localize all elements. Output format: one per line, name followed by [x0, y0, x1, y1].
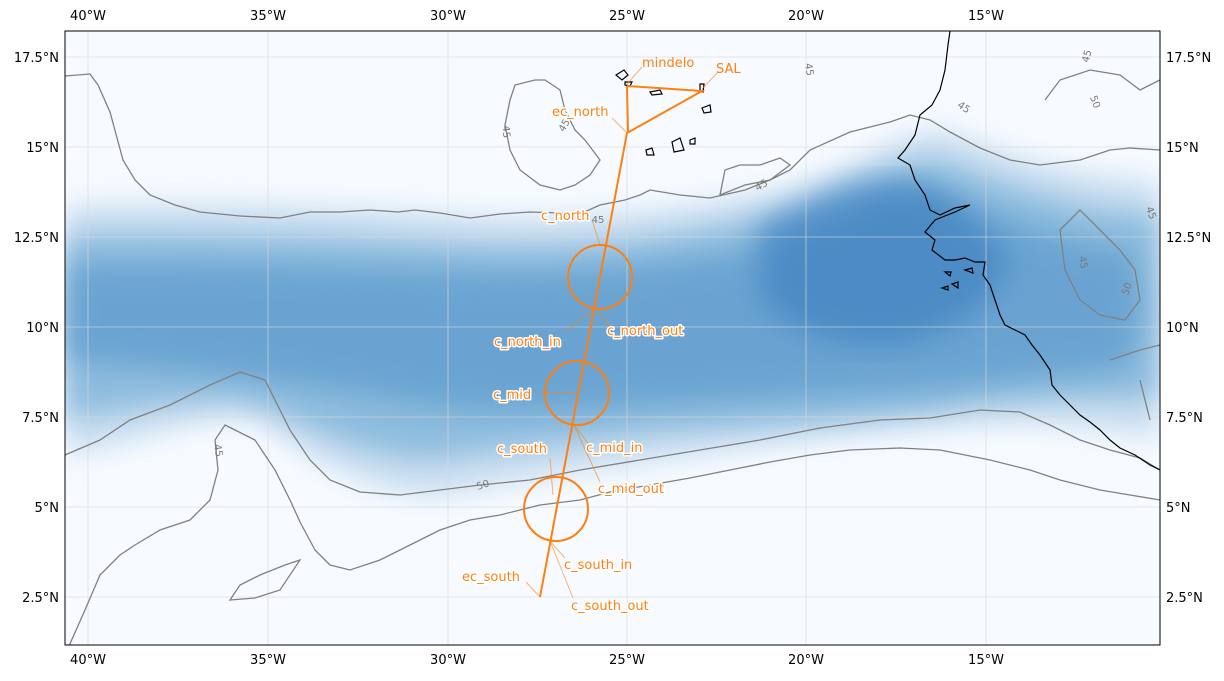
- gridlines: [65, 31, 1160, 645]
- contour-label: 50: [1087, 94, 1102, 110]
- contour-45-upper: [504, 79, 601, 191]
- contour-label: 45: [802, 62, 815, 76]
- contour-45-east-lower: [1109, 344, 1160, 421]
- moisture-field: [65, 130, 1160, 497]
- contour-50-south: [65, 371, 1160, 496]
- island-sao-nicolau: [649, 89, 663, 96]
- contour-label: 45: [1143, 205, 1158, 221]
- label-c-north-in: c_north_in: [494, 335, 561, 350]
- bottom-tick-label: 40°W: [70, 653, 106, 668]
- top-tick-label: 35°W: [250, 9, 286, 24]
- left-tick-label: 7.5°N: [22, 411, 59, 426]
- island-santiago: [671, 137, 685, 153]
- right-tick-label: 12.5°N: [1166, 231, 1211, 246]
- left-tick-label: 17.5°N: [14, 51, 59, 66]
- label-mindelo: mindelo: [642, 56, 694, 71]
- coastline: [614, 31, 1160, 471]
- contour-label: 45: [499, 125, 511, 139]
- bottom-tick-label: 35°W: [250, 653, 286, 668]
- africa-coast: [897, 31, 1160, 471]
- right-tick-label: 2.5°N: [1166, 591, 1203, 606]
- right-tick-label: 17.5°N: [1166, 51, 1211, 66]
- track-segment-mindelo: [626, 85, 629, 134]
- top-tick-label: 25°W: [609, 9, 645, 24]
- left-tick-label: 2.5°N: [22, 591, 59, 606]
- right-tick-label: 10°N: [1166, 321, 1199, 336]
- circle-south: [523, 476, 589, 542]
- island-boa-vista: [701, 104, 712, 114]
- contour-label: 50: [475, 478, 491, 492]
- contour-label: 45: [211, 443, 224, 457]
- top-tick-label: 20°W: [788, 9, 824, 24]
- left-tick-label: 5°N: [35, 501, 60, 516]
- right-tick-label: 7.5°N: [1166, 411, 1203, 426]
- bottom-axis: 40°W 35°W 30°W 25°W 20°W 15°W: [70, 653, 1004, 668]
- label-c-north: c_north: [541, 209, 590, 224]
- island-santo-antao: [614, 69, 629, 81]
- label-ec-south: ec_south: [462, 570, 520, 585]
- top-tick-label: 40°W: [70, 9, 106, 24]
- label-c-mid: c_mid: [493, 388, 531, 403]
- island-maio: [689, 137, 696, 145]
- label-c-mid-out: c_mid_out: [598, 482, 664, 497]
- contour-45-southwest: [228, 558, 302, 601]
- island-sal: [699, 83, 705, 94]
- contour-lines: [65, 69, 1160, 645]
- top-tick-label: 15°W: [968, 9, 1004, 24]
- right-tick-label: 5°N: [1166, 501, 1191, 516]
- left-axis: 2.5°N 5°N 7.5°N 10°N 12.5°N 15°N 17.5°N: [14, 51, 59, 606]
- bottom-tick-label: 30°W: [430, 653, 466, 668]
- label-c-north-out: c_north_out: [607, 324, 683, 339]
- bottom-tick-label: 20°W: [788, 653, 824, 668]
- top-axis: 40°W 35°W 30°W 25°W 20°W 15°W: [70, 9, 1004, 24]
- waypoint-labels: mindelo SAL ec_north c_north c_north_in …: [461, 56, 742, 616]
- contour-45-south: [68, 424, 1160, 645]
- bottom-tick-label: 25°W: [609, 653, 645, 668]
- bottom-tick-label: 15°W: [968, 653, 1004, 668]
- contour-45-north-east: [719, 157, 792, 197]
- contour-label: 45: [592, 215, 605, 226]
- contour-label: 50: [1120, 281, 1135, 297]
- label-c-south-out: c_south_out: [571, 599, 649, 614]
- label-sal: SAL: [716, 62, 741, 77]
- contour-label: 45: [1081, 49, 1095, 64]
- island-fogo: [645, 147, 655, 156]
- contour-label: 45: [1076, 255, 1089, 269]
- left-tick-label: 10°N: [26, 321, 59, 336]
- contour-45-north: [65, 73, 1160, 219]
- flight-track: [523, 66, 719, 599]
- left-tick-label: 12.5°N: [14, 231, 59, 246]
- map-frame: [64, 30, 1161, 646]
- right-axis: 2.5°N 5°N 7.5°N 10°N 12.5°N 15°N 17.5°N: [1166, 51, 1211, 606]
- label-c-south: c_south: [497, 442, 547, 457]
- label-ec-north: ec_north: [552, 105, 609, 120]
- label-c-south-in: c_south_in: [564, 558, 632, 573]
- track-line: [539, 85, 706, 598]
- contour-45-east: [1044, 69, 1160, 321]
- right-tick-label: 15°N: [1166, 141, 1199, 156]
- left-tick-label: 15°N: [26, 141, 59, 156]
- bijagos-islands: [940, 267, 974, 291]
- label-c-mid-in: c_mid_in: [586, 441, 643, 456]
- top-tick-label: 30°W: [430, 9, 466, 24]
